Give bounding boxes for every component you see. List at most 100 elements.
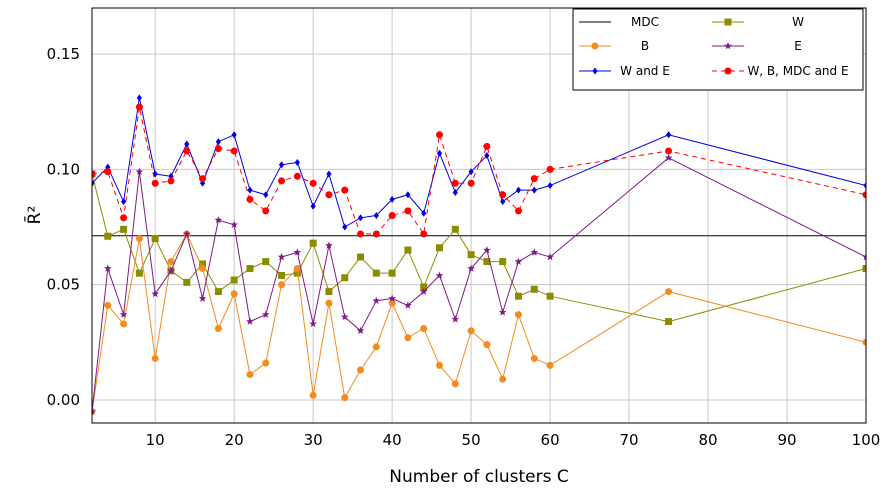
data-point	[862, 191, 866, 199]
data-point	[467, 179, 475, 187]
data-point	[373, 212, 379, 219]
data-point	[247, 186, 253, 194]
data-point	[388, 294, 396, 302]
data-point	[420, 230, 428, 238]
data-point	[498, 308, 507, 316]
data-point	[199, 260, 207, 268]
data-point	[214, 324, 222, 332]
data-point	[309, 239, 317, 247]
data-point	[167, 266, 175, 275]
data-point	[467, 327, 475, 335]
x-axis-label: Number of clusters C	[389, 467, 568, 487]
data-point	[135, 269, 143, 277]
data-point	[483, 258, 491, 266]
data-point	[309, 179, 317, 187]
data-point	[136, 94, 142, 102]
data-point	[278, 281, 286, 289]
data-point	[342, 223, 348, 231]
data-point	[119, 310, 128, 318]
data-point	[405, 191, 411, 199]
data-point	[199, 175, 207, 183]
series-line-b	[92, 232, 866, 412]
data-point	[341, 274, 349, 282]
data-point	[451, 315, 460, 323]
y-tick-label: 0.15	[47, 45, 80, 63]
data-point	[262, 359, 270, 367]
data-point	[436, 131, 444, 139]
data-point	[357, 230, 365, 238]
data-point	[103, 264, 112, 272]
data-point	[388, 269, 396, 277]
x-tick-label: 80	[698, 431, 717, 449]
data-point	[389, 195, 395, 203]
data-point	[547, 182, 553, 190]
legend-item-w-and-e: W and E	[579, 64, 670, 78]
data-point	[664, 153, 673, 162]
x-tick-label: 90	[777, 431, 796, 449]
data-point	[120, 225, 128, 233]
data-point	[310, 202, 316, 210]
data-point	[151, 354, 159, 362]
data-point	[451, 225, 459, 233]
x-tick-label: 10	[146, 431, 165, 449]
data-point	[357, 366, 365, 374]
data-point	[167, 258, 175, 266]
data-point	[483, 246, 491, 254]
data-point	[484, 152, 490, 160]
data-point	[325, 299, 333, 307]
legend-label: W	[792, 15, 804, 29]
data-point	[665, 147, 673, 155]
data-point	[372, 296, 381, 305]
data-point	[420, 283, 428, 291]
data-point	[530, 175, 538, 183]
data-point	[546, 361, 554, 369]
data-point	[309, 391, 317, 399]
x-tick-label: 50	[462, 431, 481, 449]
data-point	[357, 253, 365, 261]
data-point	[356, 326, 365, 335]
legend-swatch-marker	[724, 67, 732, 75]
data-point	[246, 317, 254, 325]
data-point	[199, 265, 207, 273]
legend-label: W and E	[620, 64, 670, 78]
x-tick-label: 30	[304, 431, 323, 449]
data-point	[278, 177, 286, 185]
legend-item-b: B	[579, 39, 649, 53]
data-point	[421, 209, 427, 217]
data-point	[451, 380, 459, 388]
x-tick-label: 100	[852, 431, 881, 449]
data-point	[372, 230, 380, 238]
data-point	[325, 241, 333, 249]
data-point	[404, 246, 412, 254]
data-point	[135, 235, 143, 243]
x-tick-label: 20	[225, 431, 244, 449]
data-point	[468, 168, 474, 176]
x-tick-label: 60	[541, 431, 560, 449]
data-point	[404, 207, 412, 215]
x-tick-label: 40	[383, 431, 402, 449]
legend: MDC W B E W and E W, B, MDC and E	[572, 8, 864, 91]
data-point	[341, 186, 349, 194]
series-line-e	[92, 157, 866, 412]
x-tick-label: 70	[620, 431, 639, 449]
data-point	[104, 232, 112, 240]
data-point	[419, 287, 428, 295]
data-point	[278, 271, 286, 279]
data-point	[231, 131, 237, 139]
data-point	[514, 311, 522, 319]
y-tick-label: 0.10	[47, 160, 80, 178]
legend-label: W, B, MDC and E	[747, 64, 848, 78]
y-axis-label: R̄²	[23, 206, 45, 225]
data-point	[246, 195, 254, 203]
series-line-w	[92, 173, 866, 323]
data-point	[357, 214, 364, 222]
legend-swatch-marker	[592, 67, 598, 75]
series-e	[92, 153, 866, 415]
data-point	[500, 198, 506, 206]
data-point	[341, 394, 349, 402]
data-point	[262, 258, 270, 266]
data-point	[863, 182, 866, 190]
data-point	[92, 179, 95, 187]
data-point	[499, 258, 507, 266]
legend-label: E	[794, 39, 802, 53]
